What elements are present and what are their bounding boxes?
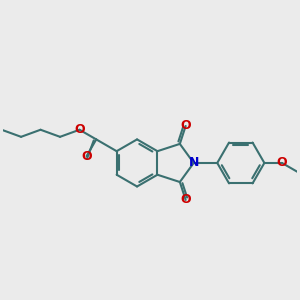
Text: O: O	[180, 119, 191, 133]
Text: N: N	[188, 157, 199, 169]
Text: O: O	[81, 150, 92, 163]
Text: O: O	[180, 194, 191, 206]
Text: O: O	[74, 123, 85, 136]
Text: O: O	[277, 157, 287, 169]
